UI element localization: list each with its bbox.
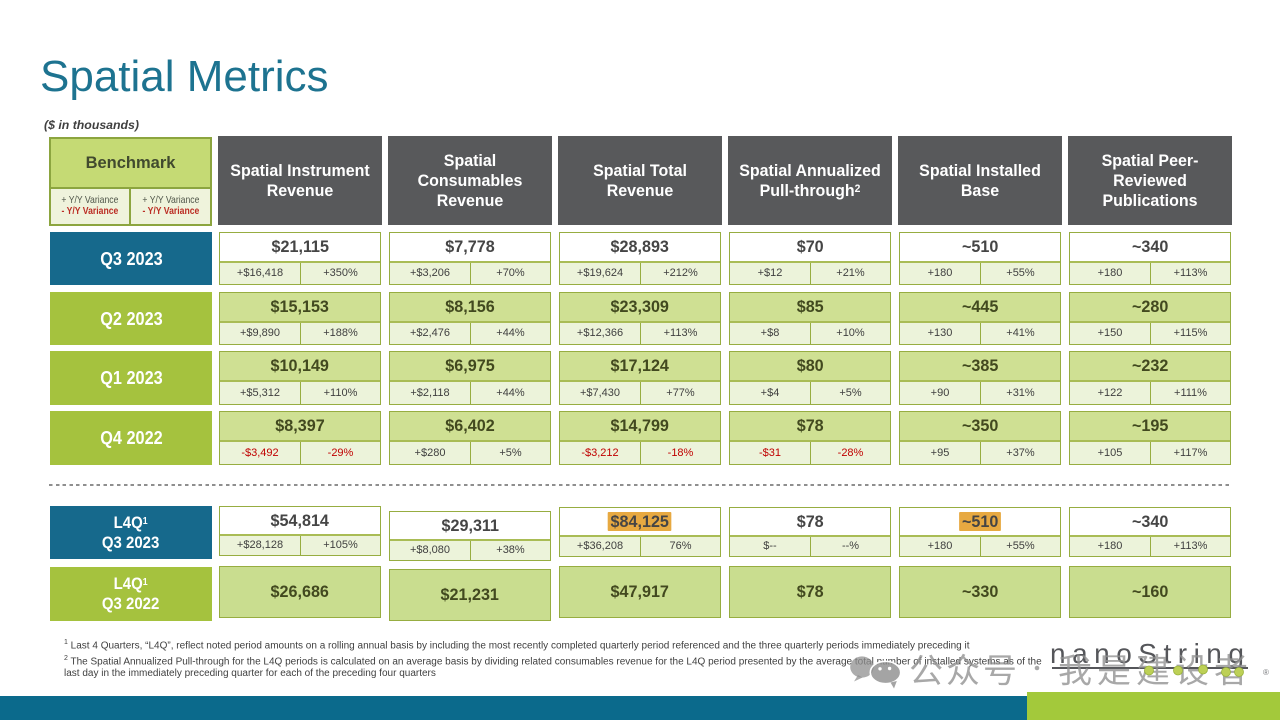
svg-text:®: ® (1263, 668, 1269, 677)
